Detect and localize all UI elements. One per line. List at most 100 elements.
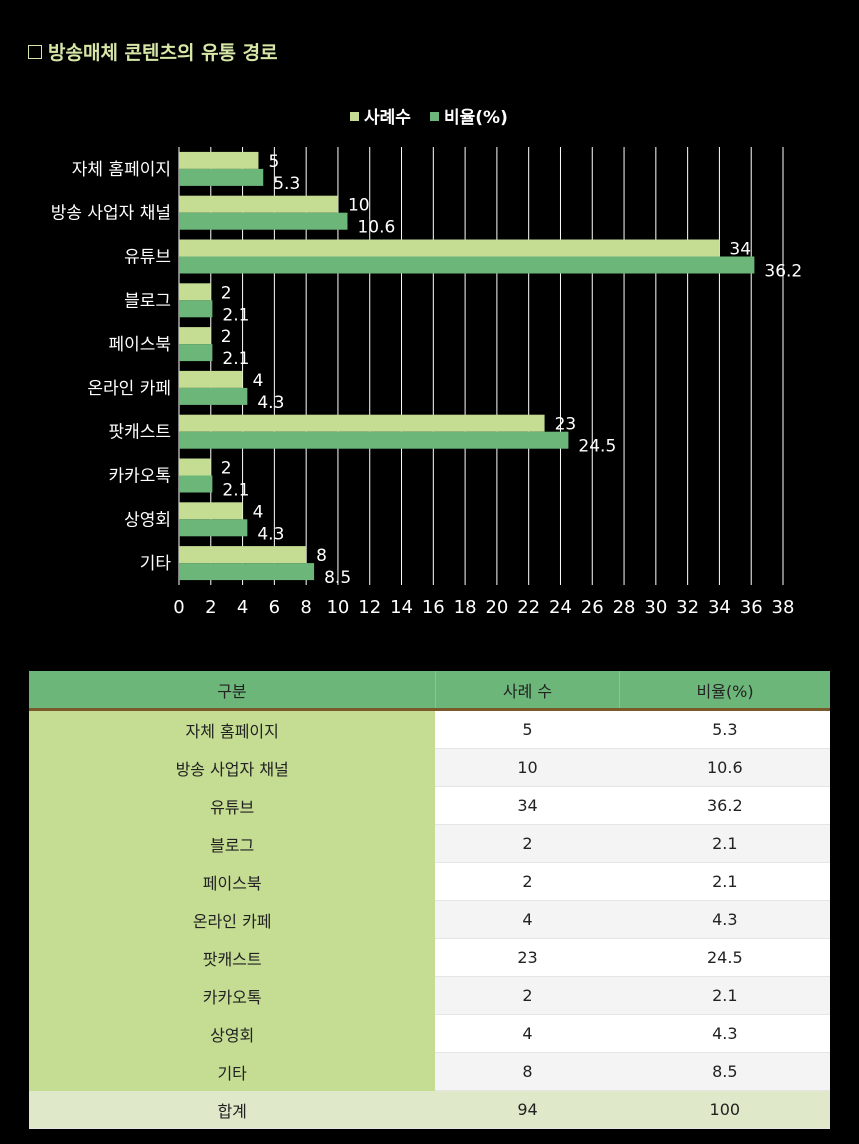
table-cell-count: 2 (435, 976, 620, 1015)
data-label: 24.5 (578, 437, 616, 457)
table-row: 유튜브 34 36.2 (29, 786, 830, 825)
y-category-label: 자체 홈페이지 (72, 160, 171, 180)
bar-count (179, 546, 307, 564)
table-cell-category: 온라인 카페 (29, 900, 436, 939)
bar-count (179, 458, 211, 476)
table-row: 팟캐스트 23 24.5 (29, 938, 830, 977)
table-cell-category: 방송 사업자 채널 (29, 748, 436, 787)
x-tick-label: 0 (173, 597, 184, 618)
bar-ratio (179, 475, 213, 493)
table-cell-ratio: 10.6 (619, 748, 830, 787)
table-cell-ratio: 36.2 (619, 786, 830, 825)
data-label: 2 (221, 283, 232, 303)
table-row: 방송 사업자 채널 10 10.6 (29, 748, 830, 787)
x-tick-label: 32 (676, 597, 699, 618)
bar-ratio (179, 387, 248, 405)
data-label: 4.3 (257, 393, 284, 413)
x-tick-label: 22 (517, 597, 540, 618)
data-label: 2.1 (222, 305, 249, 325)
table-total-count: 94 (435, 1090, 620, 1129)
y-category-label: 기타 (140, 554, 172, 574)
table-cell-count: 2 (435, 862, 620, 901)
data-table: 구분 사례 수 비율(%) 자체 홈페이지 5 5.3 방송 사업자 채널 10 10.… (29, 671, 830, 1129)
x-tick-label: 26 (581, 597, 604, 618)
legend-swatch (430, 112, 439, 121)
y-category-label: 페이스북 (108, 335, 171, 355)
table-cell-category: 기타 (29, 1052, 436, 1091)
x-tick-label: 38 (772, 597, 795, 618)
x-tick-label: 34 (708, 597, 731, 618)
table-cell-ratio: 4.3 (619, 1014, 830, 1053)
table-cell-ratio: 5.3 (619, 709, 830, 749)
x-tick-label: 4 (237, 597, 248, 618)
x-tick-label: 14 (390, 597, 413, 618)
table-total-row: 합계 94 100 (29, 1090, 830, 1129)
page-title-text: 방송매체 콘텐츠의 유통 경로 (48, 42, 278, 64)
table-cell-ratio: 24.5 (619, 938, 830, 977)
table-header-category: 구분 (29, 671, 436, 710)
table-cell-ratio: 2.1 (619, 976, 830, 1015)
data-label: 4 (253, 371, 264, 391)
bar-ratio (179, 563, 315, 581)
y-category-label: 온라인 카페 (87, 379, 171, 399)
y-category-label: 팟캐스트 (108, 423, 171, 443)
x-tick-label: 36 (740, 597, 763, 618)
bar-count (179, 239, 720, 257)
table-cell-count: 2 (435, 824, 620, 863)
table-row: 카카오톡 2 2.1 (29, 976, 830, 1015)
y-category-label: 블로그 (124, 291, 171, 311)
bar-count (179, 370, 243, 388)
data-label: 4.3 (257, 524, 284, 544)
table-row: 블로그 2 2.1 (29, 824, 830, 863)
bar-ratio (179, 344, 213, 362)
table-header-row: 구분 사례 수 비율(%) (29, 671, 830, 710)
table-total-label: 합계 (29, 1090, 436, 1129)
table-cell-category: 블로그 (29, 824, 436, 863)
bar-ratio (179, 431, 569, 449)
data-label: 2.1 (222, 481, 249, 501)
data-label: 2.1 (222, 349, 249, 369)
y-category-label: 카카오톡 (108, 467, 171, 487)
x-tick-label: 30 (644, 597, 667, 618)
table-row: 페이스북 2 2.1 (29, 862, 830, 901)
bar-count (179, 195, 338, 213)
bar-ratio (179, 300, 213, 318)
table-cell-count: 23 (435, 938, 620, 977)
table-cell-count: 10 (435, 748, 620, 787)
data-label: 2 (221, 459, 232, 479)
page-title: 방송매체 콘텐츠의 유통 경로 (28, 38, 278, 65)
y-category-label: 상영회 (124, 510, 171, 530)
table-cell-ratio: 8.5 (619, 1052, 830, 1091)
table-row: 온라인 카페 4 4.3 (29, 900, 830, 939)
data-label: 8.5 (324, 568, 351, 588)
x-tick-label: 6 (269, 597, 280, 618)
x-tick-label: 20 (485, 597, 508, 618)
bar-ratio (179, 256, 755, 274)
table-row: 상영회 4 4.3 (29, 1014, 830, 1053)
table-cell-category: 팟캐스트 (29, 938, 436, 977)
table-cell-ratio: 2.1 (619, 824, 830, 863)
data-label: 2 (221, 327, 232, 347)
bar-count (179, 151, 259, 169)
data-label: 5.3 (273, 174, 300, 194)
table-cell-ratio: 4.3 (619, 900, 830, 939)
data-label: 4 (253, 502, 264, 522)
table-cell-ratio: 2.1 (619, 862, 830, 901)
x-tick-label: 18 (454, 597, 477, 618)
data-label: 36.2 (764, 262, 802, 282)
data-label: 10.6 (357, 218, 395, 238)
data-label: 10 (348, 196, 370, 216)
x-tick-label: 24 (549, 597, 572, 618)
table-row: 기타 8 8.5 (29, 1052, 830, 1091)
legend-label: 사례수 (364, 108, 411, 128)
table-cell-category: 카카오톡 (29, 976, 436, 1015)
data-label: 34 (729, 240, 751, 260)
x-tick-label: 16 (422, 597, 445, 618)
table-cell-category: 상영회 (29, 1014, 436, 1053)
y-category-label: 유튜브 (124, 248, 171, 268)
table-cell-count: 8 (435, 1052, 620, 1091)
data-label: 8 (316, 546, 327, 566)
table-cell-category: 자체 홈페이지 (29, 709, 436, 749)
table-row: 자체 홈페이지 5 5.3 (29, 709, 830, 749)
